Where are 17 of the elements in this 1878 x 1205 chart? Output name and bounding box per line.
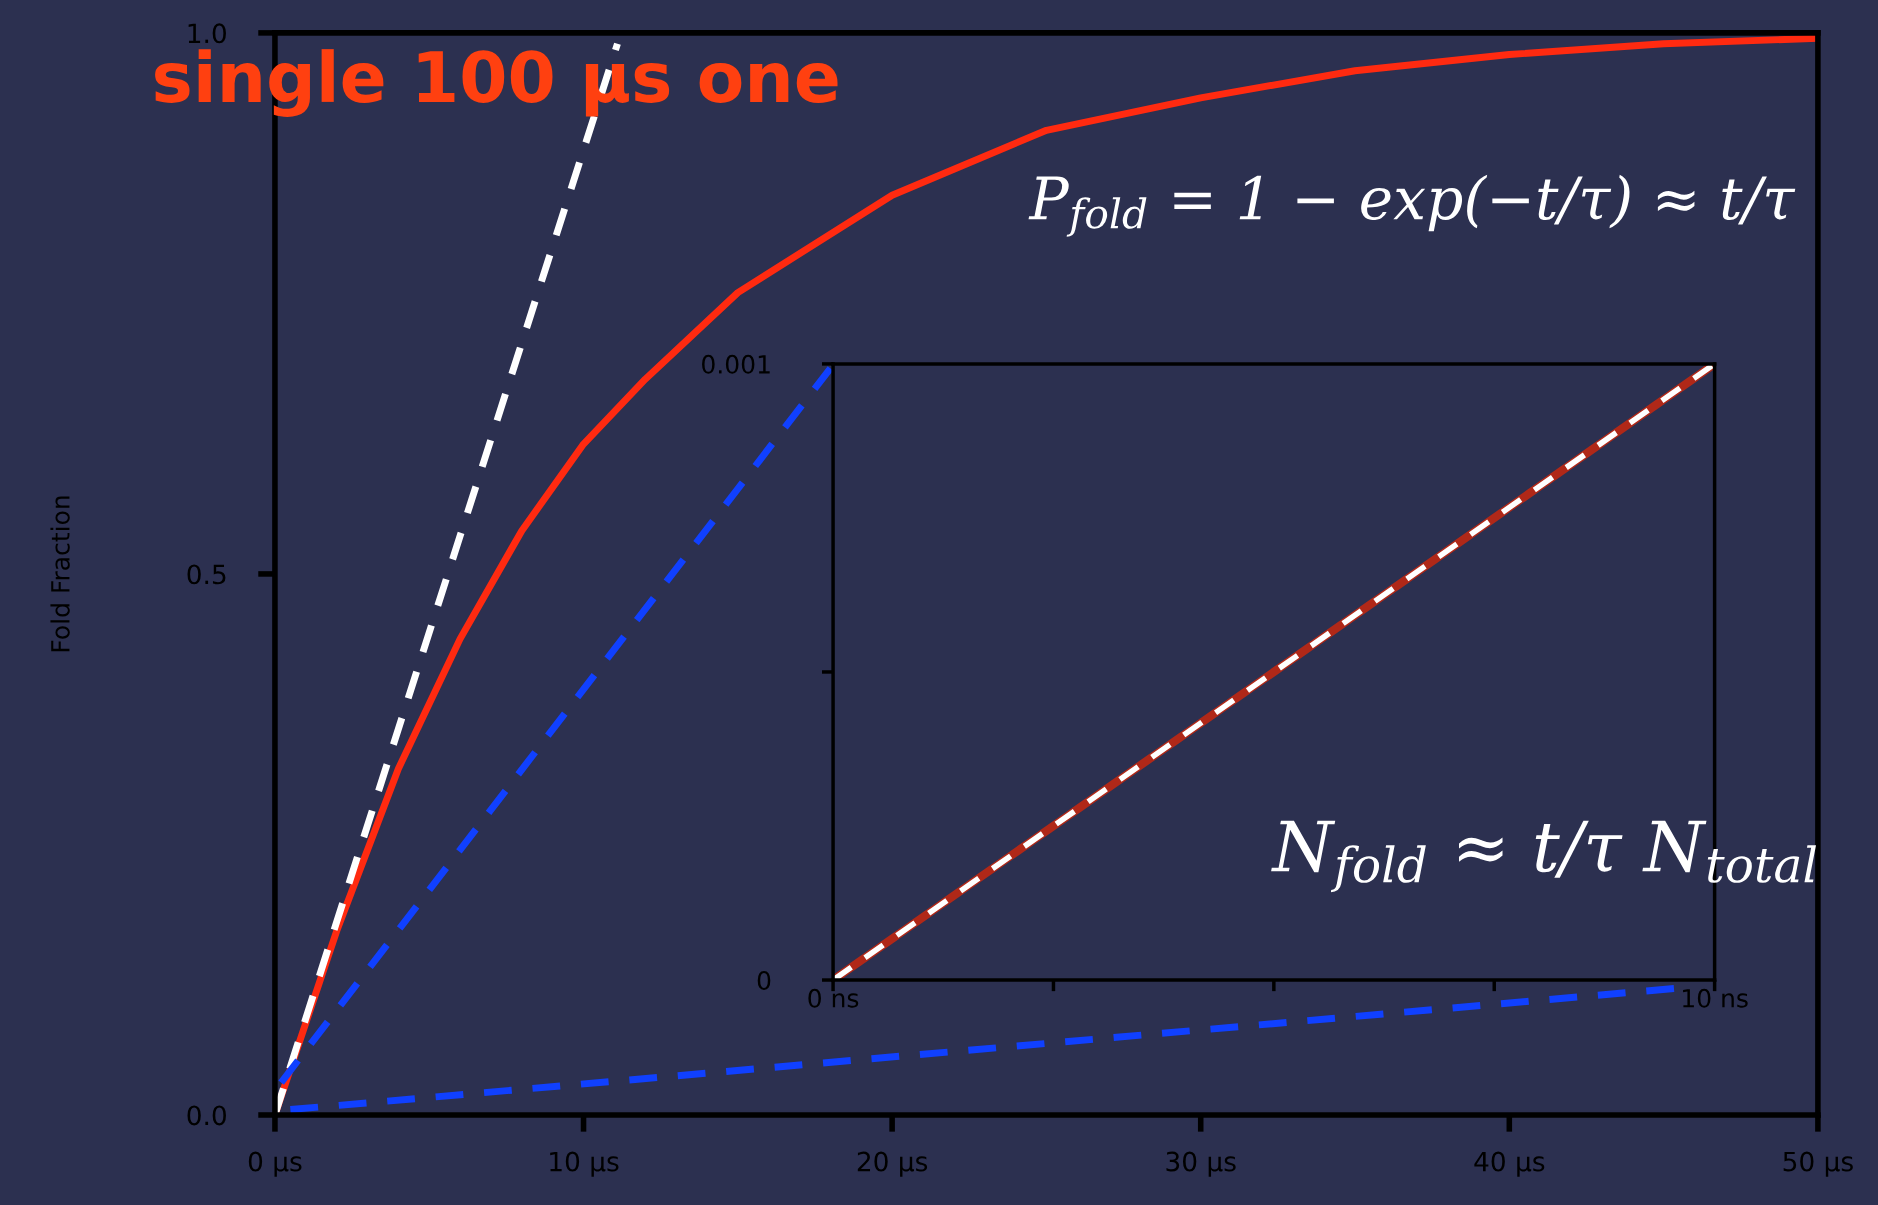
x-tick-label: 0 µs xyxy=(248,1151,302,1177)
y-tick-label: 0.001 xyxy=(702,354,770,374)
y-tick-label: 0.5 xyxy=(187,564,226,585)
y-tick-label: 0 xyxy=(757,970,771,990)
x-tick-label: 50 µs xyxy=(1783,1151,1853,1177)
x-tick-label: 10 µs xyxy=(550,1151,619,1177)
y-axis-title: Fold Fraction xyxy=(50,496,70,652)
chart-title: single 100 µs one xyxy=(155,49,838,117)
x-tick-label: 10 ns xyxy=(1683,988,1748,1008)
x-tick-label: 0 ns xyxy=(808,988,859,1008)
y-tick-label: 1.0 xyxy=(188,23,226,44)
annotation: N$_{fold}$ ≈ t/τ N$_{total}$ xyxy=(1271,820,1816,893)
y-tick-label: 0.0 xyxy=(187,1105,226,1126)
x-tick-label: 30 µs xyxy=(1166,1151,1236,1177)
x-tick-label: 40 µs xyxy=(1474,1151,1545,1177)
annotation: P$_{fold}$ = 1 − exp(−t/τ) ≈ t/τ xyxy=(1028,174,1796,237)
x-tick-label: 20 µs xyxy=(857,1151,928,1177)
